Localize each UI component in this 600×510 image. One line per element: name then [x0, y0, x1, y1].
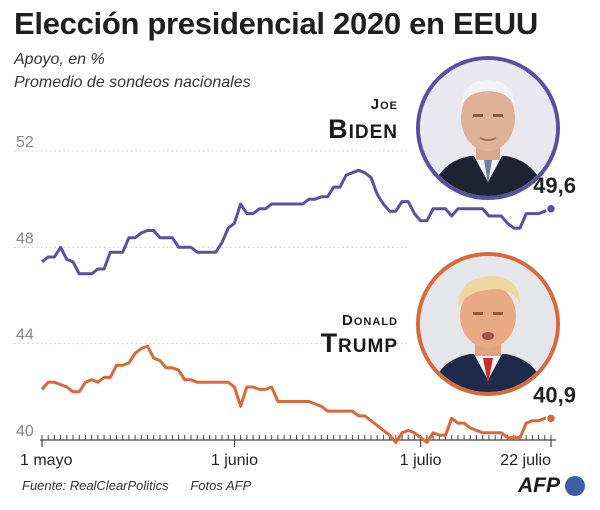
photo-credit: Fotos AFP: [190, 478, 252, 493]
source-credit: Fuente: RealClearPolitics: [22, 478, 169, 493]
end-marker-biden: [545, 203, 557, 215]
biden-last-name: Biden: [328, 114, 398, 144]
x-tick-label: 1 julio: [400, 452, 442, 469]
series-line-biden: [41, 168, 552, 276]
afp-logo-dot-icon: [565, 476, 585, 496]
trump-first-name: Donald: [342, 312, 398, 329]
footer: Fuente: RealClearPolitics Fotos AFP: [22, 478, 269, 493]
trump-photo-icon: [420, 256, 556, 392]
biden-portrait: [416, 56, 560, 200]
x-tick-label: 1 mayo: [20, 452, 73, 469]
trump-portrait: [416, 252, 560, 396]
chart-subtitle-source: Promedio de sondeos nacionales: [14, 74, 251, 91]
series-line-trump: [40, 344, 551, 444]
y-tick-label: 48: [16, 230, 34, 247]
x-tick-label: 22 julio: [500, 452, 551, 469]
chart-title: Elección presidencial 2020 en EEUU: [14, 6, 538, 41]
end-marker-trump: [545, 413, 557, 424]
afp-logo: AFP: [518, 474, 560, 497]
y-tick-label: 44: [16, 327, 34, 344]
biden-first-name: Joe: [370, 96, 398, 113]
biden-photo-icon: [420, 60, 556, 196]
trump-last-name: Trump: [320, 328, 398, 358]
x-tick-label: 1 junio: [211, 452, 258, 469]
end-value-label-trump: 40,9: [533, 382, 576, 407]
y-tick-label: 40: [16, 423, 34, 440]
y-tick-label: 52: [16, 134, 34, 151]
chart-subtitle: Apoyo, en %: [14, 51, 105, 68]
